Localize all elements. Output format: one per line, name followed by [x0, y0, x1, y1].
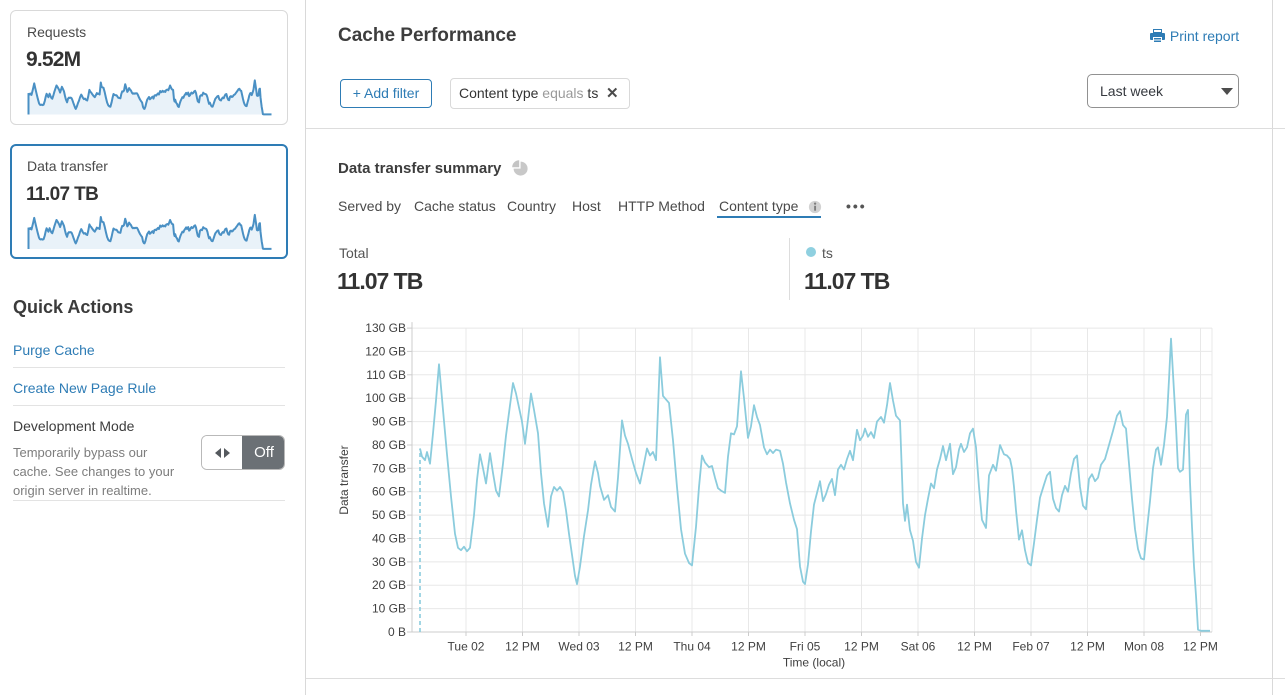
svg-text:30 GB: 30 GB	[372, 555, 406, 569]
svg-text:20 GB: 20 GB	[372, 578, 406, 592]
svg-text:12 PM: 12 PM	[505, 640, 540, 654]
svg-text:Wed 03: Wed 03	[558, 640, 599, 654]
svg-text:12 PM: 12 PM	[618, 640, 653, 654]
svg-text:0 B: 0 B	[388, 625, 406, 639]
svg-text:50 GB: 50 GB	[372, 508, 406, 522]
svg-text:60 GB: 60 GB	[372, 485, 406, 499]
svg-text:12 PM: 12 PM	[731, 640, 766, 654]
svg-text:70 GB: 70 GB	[372, 461, 406, 475]
svg-text:10 GB: 10 GB	[372, 602, 406, 616]
svg-text:40 GB: 40 GB	[372, 532, 406, 546]
svg-text:Mon 08: Mon 08	[1124, 640, 1164, 654]
svg-text:12 PM: 12 PM	[1070, 640, 1105, 654]
svg-text:Fri 05: Fri 05	[790, 640, 821, 654]
svg-text:80 GB: 80 GB	[372, 438, 406, 452]
svg-text:Data transfer: Data transfer	[337, 445, 351, 514]
svg-text:130 GB: 130 GB	[365, 321, 406, 335]
svg-text:100 GB: 100 GB	[365, 391, 406, 405]
svg-text:12 PM: 12 PM	[957, 640, 992, 654]
svg-text:Thu 04: Thu 04	[673, 640, 711, 654]
svg-text:Time (local): Time (local)	[783, 656, 845, 670]
svg-text:Tue 02: Tue 02	[448, 640, 485, 654]
svg-text:90 GB: 90 GB	[372, 415, 406, 429]
svg-text:Sat 06: Sat 06	[901, 640, 936, 654]
svg-text:12 PM: 12 PM	[844, 640, 879, 654]
svg-text:110 GB: 110 GB	[366, 368, 406, 382]
svg-text:12 PM: 12 PM	[1183, 640, 1218, 654]
svg-text:Feb 07: Feb 07	[1012, 640, 1050, 654]
svg-text:120 GB: 120 GB	[365, 344, 406, 358]
